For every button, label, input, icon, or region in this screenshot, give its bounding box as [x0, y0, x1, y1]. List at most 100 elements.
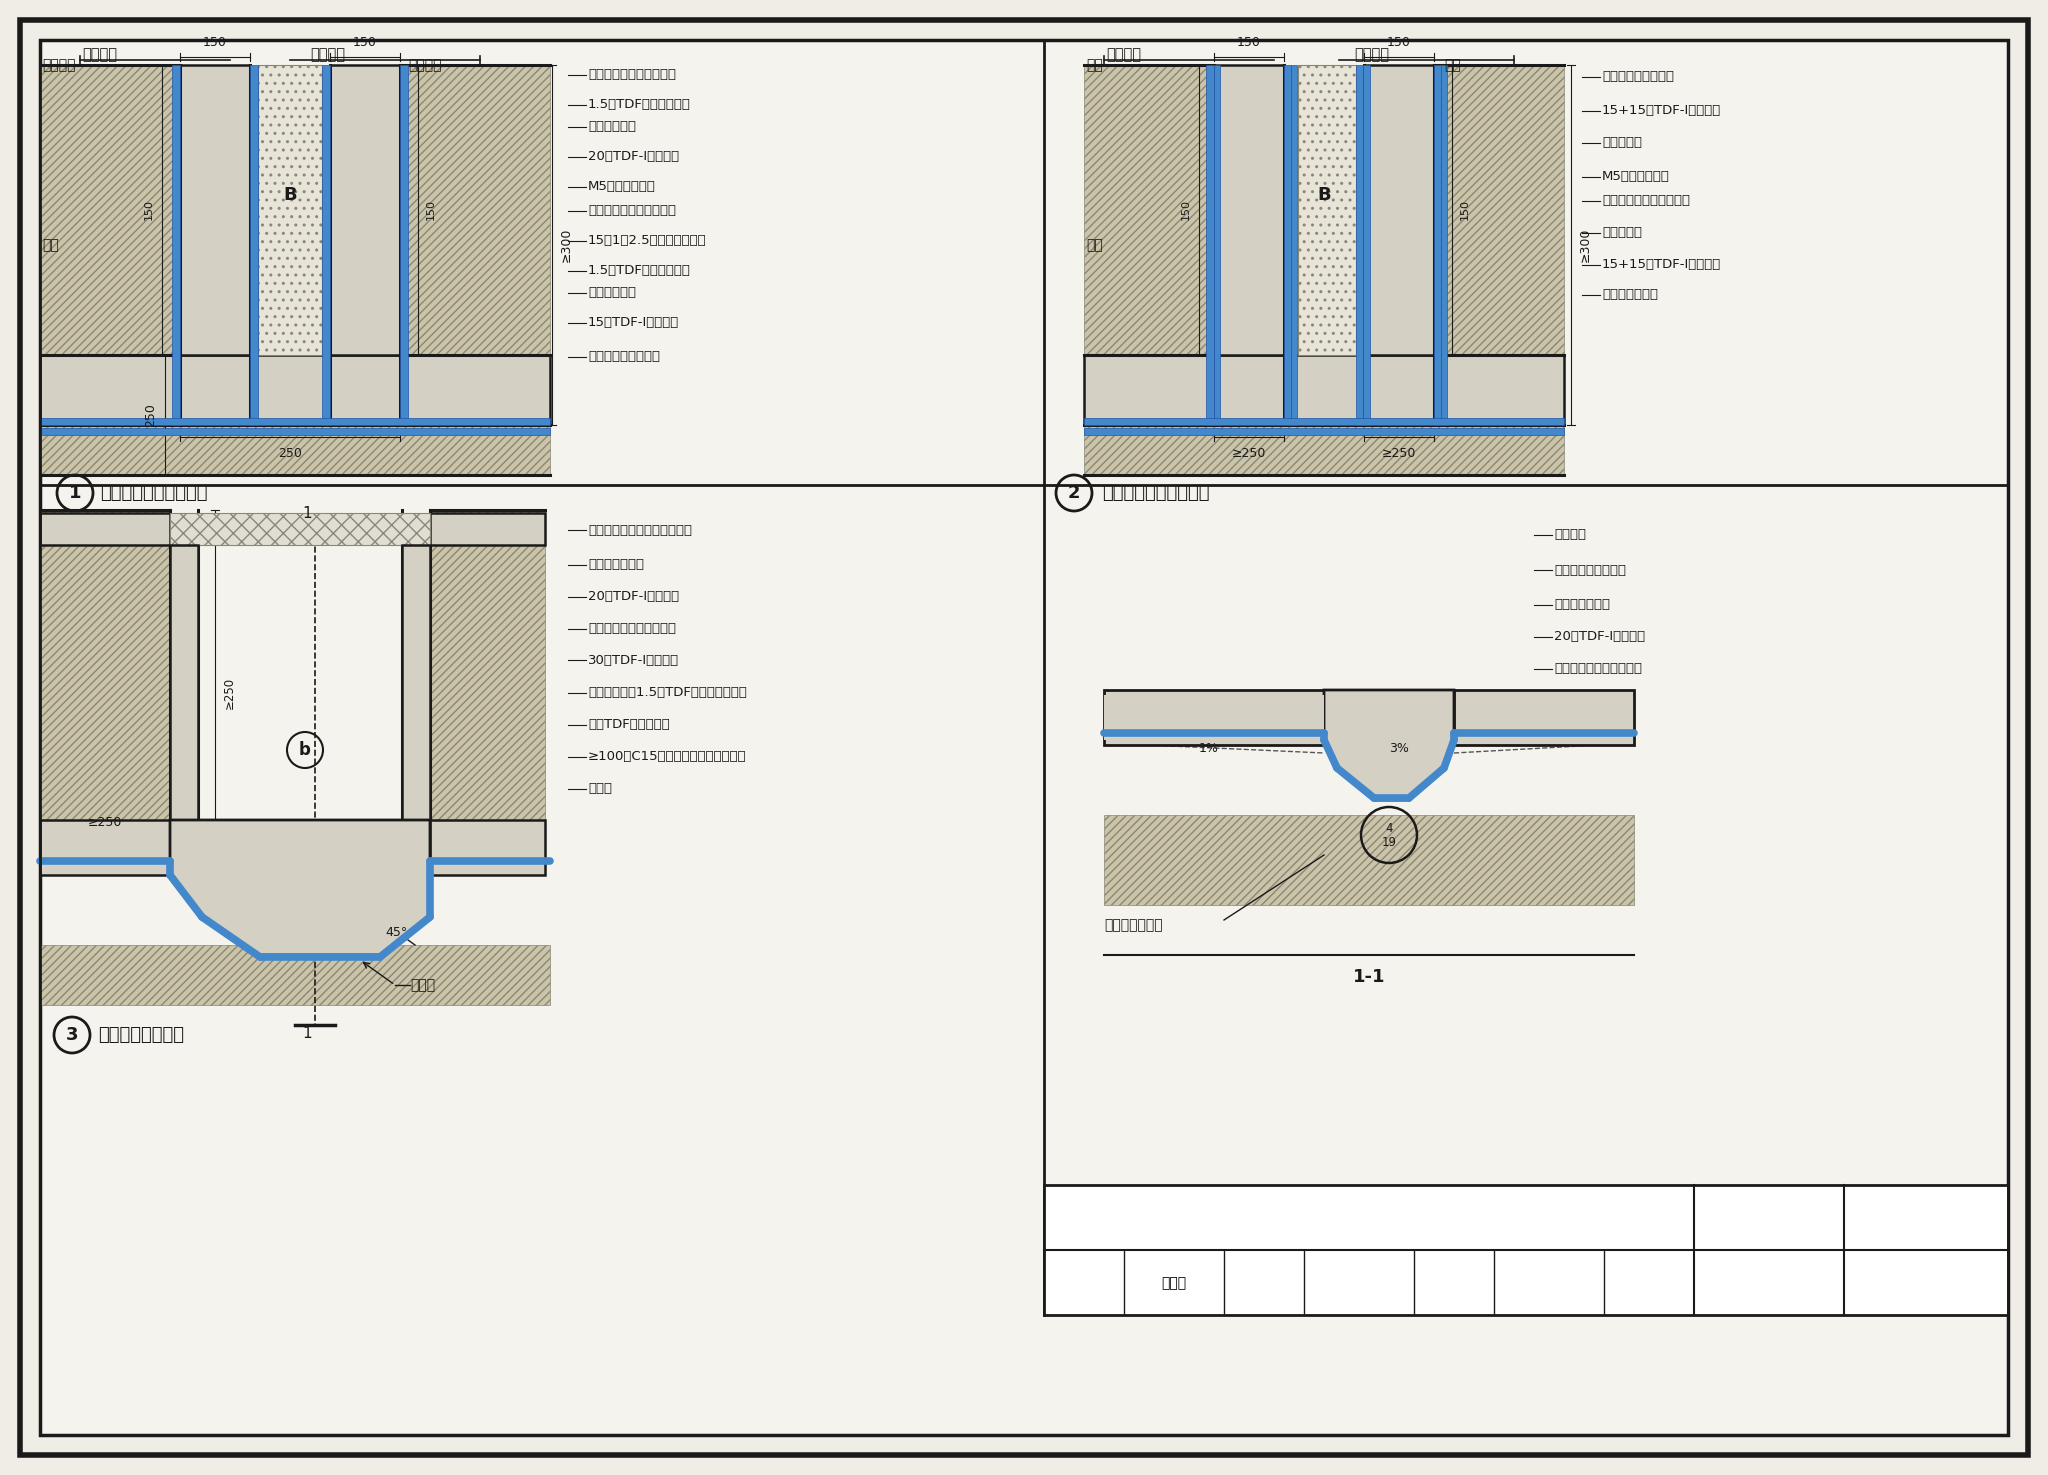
- Text: 防水钢筋混凝土内墙: 防水钢筋混凝土内墙: [1602, 71, 1673, 84]
- Text: 底板: 底板: [43, 237, 59, 252]
- Text: 地下室双墙及排水沟防水构造: 地下室双墙及排水沟防水构造: [1262, 1204, 1477, 1232]
- Text: 附加防水层（1.5厚TDF柔性防水涂膜）: 附加防水层（1.5厚TDF柔性防水涂膜）: [588, 686, 748, 699]
- Bar: [1298, 65, 1356, 355]
- Text: 图集号: 图集号: [1753, 1210, 1784, 1227]
- Text: 设计: 设计: [1436, 1276, 1452, 1291]
- Text: 基层处理剂: 基层处理剂: [1602, 137, 1642, 149]
- Text: b: b: [299, 740, 311, 760]
- Text: （厚度见具体工程设计）: （厚度见具体工程设计）: [588, 205, 676, 217]
- Bar: [430, 513, 545, 544]
- Text: ≥250: ≥250: [223, 677, 236, 708]
- Bar: [41, 355, 551, 425]
- Text: 外防内做: 外防内做: [1106, 47, 1141, 62]
- Bar: [41, 420, 551, 475]
- Bar: [250, 65, 258, 425]
- Text: （见具体工程设计）: （见具体工程设计）: [1554, 563, 1626, 577]
- Bar: [1442, 65, 1448, 425]
- Text: 校对: 校对: [1255, 1276, 1272, 1291]
- Text: ≥300: ≥300: [1579, 227, 1591, 263]
- Bar: [1083, 355, 1565, 425]
- Text: 3: 3: [66, 1027, 78, 1044]
- Text: 150: 150: [143, 199, 154, 220]
- Bar: [41, 417, 551, 425]
- Text: 刘学厚: 刘学厚: [1346, 1276, 1372, 1291]
- Text: 250: 250: [143, 403, 158, 426]
- Text: 局部加厚钢筋混凝土底板: 局部加厚钢筋混凝土底板: [1554, 662, 1642, 676]
- Text: 内墙: 内墙: [1444, 58, 1460, 72]
- Text: 涂刷TDF基层处理剂: 涂刷TDF基层处理剂: [588, 718, 670, 732]
- Bar: [1104, 695, 1323, 740]
- Bar: [1290, 65, 1296, 425]
- Bar: [1434, 65, 1442, 425]
- Text: B: B: [283, 186, 297, 204]
- Bar: [401, 544, 430, 825]
- Text: 20厚TDF-Ⅰ型防水层: 20厚TDF-Ⅰ型防水层: [1554, 630, 1645, 643]
- Text: 20厚TDF-Ⅰ型防水层: 20厚TDF-Ⅰ型防水层: [588, 150, 680, 164]
- Bar: [430, 820, 545, 875]
- Text: （外防内涂）: （外防内涂）: [588, 286, 637, 299]
- Bar: [1104, 690, 1323, 745]
- Bar: [1434, 65, 1565, 425]
- Text: 15+15厚TDF-Ⅰ型防水层: 15+15厚TDF-Ⅰ型防水层: [1602, 105, 1720, 118]
- Bar: [1206, 65, 1214, 425]
- Bar: [41, 945, 551, 1004]
- Text: 地基土: 地基土: [588, 783, 612, 795]
- Bar: [322, 65, 330, 425]
- Bar: [430, 510, 545, 825]
- Text: 先浇内墙: 先浇内墙: [43, 58, 76, 72]
- Text: 外防内做: 外防内做: [309, 47, 344, 62]
- Text: 19: 19: [1382, 836, 1397, 850]
- Bar: [1083, 420, 1565, 475]
- Text: 基层处理剂: 基层处理剂: [1602, 227, 1642, 239]
- Text: 排水管至集水井: 排水管至集水井: [1554, 599, 1610, 612]
- Text: 防水混凝土内墙: 防水混凝土内墙: [1602, 289, 1659, 301]
- Text: 20厚TDF-Ⅰ型防水层: 20厚TDF-Ⅰ型防水层: [588, 590, 680, 603]
- Bar: [1083, 428, 1565, 435]
- Text: 双墙同时浇筑防水构造: 双墙同时浇筑防水构造: [1102, 484, 1210, 502]
- Bar: [41, 513, 170, 544]
- Text: ≥250: ≥250: [1231, 447, 1266, 460]
- Text: 局部加厚钢筋混凝土底板: 局部加厚钢筋混凝土底板: [588, 622, 676, 636]
- Text: 150: 150: [1460, 199, 1470, 220]
- Bar: [41, 820, 170, 875]
- Text: 后浇防水混凝土内墙: 后浇防水混凝土内墙: [588, 351, 659, 363]
- Text: 明沟算子: 明沟算子: [1554, 528, 1585, 541]
- Text: ≥300: ≥300: [559, 227, 573, 263]
- Bar: [1454, 690, 1634, 745]
- Bar: [41, 65, 180, 425]
- Text: 150: 150: [1237, 35, 1262, 49]
- Text: ≥250: ≥250: [88, 816, 123, 829]
- Text: 黄野: 黄野: [1540, 1276, 1556, 1291]
- Text: 外防内做: 外防内做: [1354, 47, 1389, 62]
- Bar: [172, 65, 180, 425]
- Text: 150: 150: [203, 35, 227, 49]
- Text: 150: 150: [1182, 199, 1192, 220]
- Text: 明沟算子（见具体工程设计）: 明沟算子（见具体工程设计）: [588, 524, 692, 537]
- Text: 150: 150: [1386, 35, 1411, 49]
- Bar: [1083, 417, 1565, 425]
- Text: 2: 2: [1067, 484, 1079, 502]
- Text: 排水管至集水井: 排水管至集水井: [1104, 917, 1163, 932]
- Text: 页: 页: [1763, 1274, 1774, 1292]
- Text: 150: 150: [352, 35, 377, 49]
- Text: 先浇防水钢筋混凝土内墙: 先浇防水钢筋混凝土内墙: [588, 68, 676, 81]
- Text: （外防外涂）: （外防外涂）: [588, 121, 637, 134]
- Text: 1: 1: [301, 506, 311, 521]
- Text: B: B: [1317, 186, 1331, 204]
- Text: 迎水面: 迎水面: [410, 978, 434, 993]
- Text: ≥250: ≥250: [1382, 447, 1415, 460]
- Text: 审核: 审核: [1075, 1276, 1092, 1291]
- Text: M5砂浆砌筑砖墙: M5砂浆砌筑砖墙: [588, 180, 655, 193]
- Text: 15+15厚TDF-Ⅰ型防水层: 15+15厚TDF-Ⅰ型防水层: [1602, 258, 1720, 271]
- Bar: [399, 65, 408, 425]
- Bar: [1104, 816, 1634, 906]
- Text: 150: 150: [426, 199, 436, 220]
- Text: 18: 18: [1911, 1273, 1942, 1294]
- Text: 45°: 45°: [385, 925, 408, 938]
- Text: 双墙先后浇筑防水构造: 双墙先后浇筑防水构造: [100, 484, 207, 502]
- Bar: [1214, 65, 1284, 355]
- Text: 排水管至集水井: 排水管至集水井: [588, 559, 643, 571]
- Text: 1%: 1%: [1198, 742, 1219, 755]
- Text: 1.5厚TDF柔性防水涂膜: 1.5厚TDF柔性防水涂膜: [588, 264, 690, 277]
- Text: ≥100厚C15素混凝土垫层，随捣随抹: ≥100厚C15素混凝土垫层，随捣随抹: [588, 751, 748, 764]
